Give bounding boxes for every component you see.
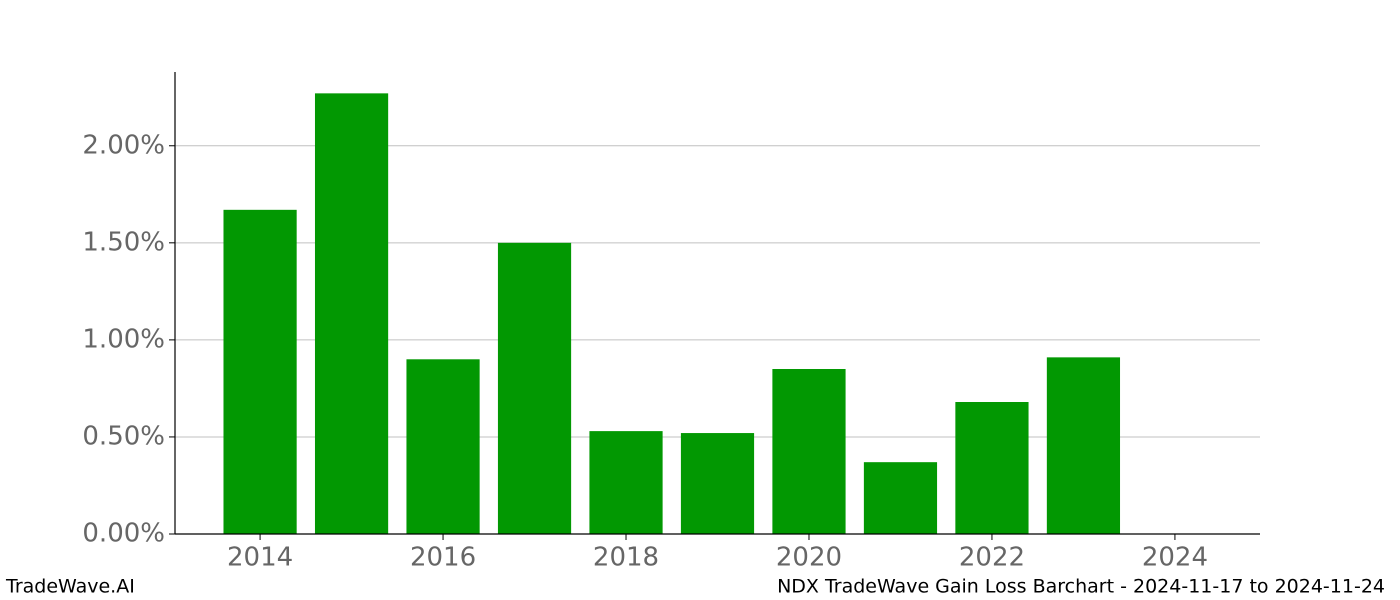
- y-tick-label: 0.50%: [82, 421, 165, 451]
- bar: [223, 209, 297, 534]
- bar: [772, 369, 846, 534]
- bar: [955, 402, 1029, 534]
- y-tick-label: 1.50%: [82, 227, 165, 257]
- bar: [406, 359, 480, 534]
- footer-right: NDX TradeWave Gain Loss Barchart - 2024-…: [777, 576, 1385, 598]
- bar: [680, 433, 755, 534]
- x-tick-label: 2020: [776, 543, 842, 573]
- x-tick-label: 2024: [1142, 543, 1208, 573]
- y-tick-label: 0.00%: [82, 519, 165, 549]
- x-tick-label: 2016: [410, 543, 476, 573]
- bar: [589, 431, 663, 534]
- x-tick-label: 2014: [227, 543, 293, 573]
- bar: [1046, 357, 1121, 534]
- x-tick-label: 2022: [959, 543, 1025, 573]
- bar: [497, 242, 572, 534]
- bar: [863, 462, 938, 534]
- footer-left: TradeWave.AI: [5, 576, 135, 598]
- y-tick-label: 2.00%: [82, 130, 165, 160]
- y-tick-label: 1.00%: [82, 324, 165, 354]
- x-tick-label: 2018: [593, 543, 659, 573]
- bar: [314, 93, 389, 535]
